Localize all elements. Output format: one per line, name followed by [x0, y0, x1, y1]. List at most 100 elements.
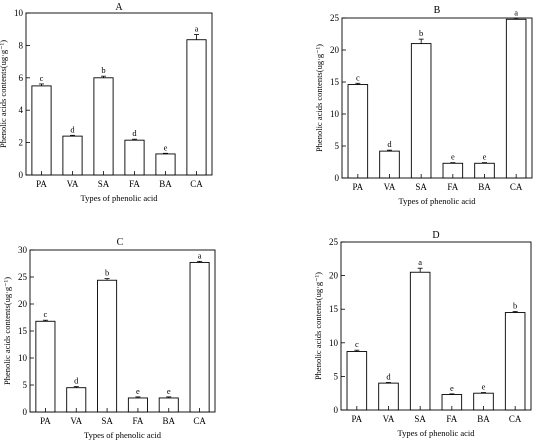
significance-label: a [195, 24, 199, 34]
y-tick-label: 25 [329, 237, 339, 247]
significance-label: d [74, 376, 79, 386]
x-tick-label: PA [40, 416, 51, 426]
bar-sa [93, 77, 114, 176]
x-tick-label: PA [36, 179, 47, 189]
y-tick-label: 15 [329, 304, 339, 314]
plot-frame [25, 12, 213, 176]
chart-panel-c: C 0 5 10 15 20 25 30 c PA d VA b SA e FA e BA a CA Types of … [2, 237, 216, 440]
x-tick-label: BA [478, 182, 491, 192]
x-tick-label: CA [510, 182, 523, 192]
x-axis-title: Types of phenolic acid [398, 196, 476, 206]
y-tick-label: 10 [330, 109, 340, 119]
x-tick-label: FA [447, 182, 458, 192]
x-tick-label: SA [414, 414, 426, 424]
y-tick-label: 25 [330, 13, 340, 23]
y-tick-label: 15 [18, 326, 28, 336]
x-tick-label: SA [415, 182, 427, 192]
y-tick-label: 5 [334, 371, 339, 381]
y-tick-label: 0 [335, 173, 340, 183]
x-tick-label: PA [352, 182, 363, 192]
x-axis-title: Types of phenolic acid [84, 430, 162, 440]
panel-title: C [117, 237, 124, 248]
bar-sa [97, 279, 118, 413]
significance-label: a [198, 250, 202, 260]
chart-panel-b: B 0 5 10 15 20 25 c PA d VA b SA e FA e BA a CA Types of ph… [314, 5, 533, 206]
plot-frame [341, 17, 533, 179]
significance-label: e [167, 386, 171, 396]
significance-label: e [450, 383, 454, 393]
bar-sa [410, 43, 432, 179]
y-axis-title: Phenolic acids contents(ug·g⁻¹) [2, 277, 12, 385]
significance-label: b [105, 268, 109, 278]
y-tick-label: 10 [329, 338, 339, 348]
significance-label: c [355, 339, 359, 349]
x-tick-label: SA [101, 416, 113, 426]
y-tick-label: 4 [19, 105, 24, 115]
y-tick-label: 20 [330, 45, 340, 55]
significance-label: c [40, 73, 44, 83]
significance-label: a [418, 257, 422, 267]
x-tick-label: PA [351, 414, 362, 424]
x-tick-label: BA [159, 179, 172, 189]
bar-ca [504, 312, 526, 411]
plot-frame [340, 241, 532, 411]
x-tick-label: FA [129, 179, 140, 189]
bar-fa [124, 139, 145, 176]
x-tick-label: FA [446, 414, 457, 424]
y-tick-label: 5 [335, 141, 340, 151]
bar-va [62, 135, 83, 176]
x-tick-label: SA [98, 179, 110, 189]
significance-label: d [70, 124, 75, 134]
x-tick-label: FA [132, 416, 143, 426]
y-tick-label: 30 [18, 245, 28, 255]
panel-title: B [434, 5, 441, 16]
y-axis-title: Phenolic acids contents(ug·g⁻¹) [314, 44, 324, 152]
y-tick-label: 6 [19, 73, 24, 83]
bar-sa [409, 271, 431, 411]
significance-label: e [482, 382, 486, 392]
x-axis-title: Types of phenolic acid [80, 193, 158, 203]
bar-ca [505, 18, 527, 179]
x-axis-title: Types of phenolic acid [397, 428, 475, 438]
plot-frame [29, 249, 216, 413]
x-tick-label: CA [190, 179, 203, 189]
bar-ca [186, 39, 207, 176]
x-tick-label: VA [70, 416, 82, 426]
bar-pa [347, 84, 369, 179]
x-tick-label: CA [193, 416, 206, 426]
bar-ca [189, 261, 210, 413]
y-tick-label: 5 [23, 380, 28, 390]
y-tick-label: 25 [18, 272, 28, 282]
bar-pa [35, 320, 56, 413]
x-tick-label: BA [477, 414, 490, 424]
y-tick-label: 20 [329, 271, 339, 281]
x-tick-label: VA [67, 179, 79, 189]
significance-label: e [164, 142, 168, 152]
y-tick-label: 10 [18, 353, 28, 363]
y-tick-label: 8 [19, 40, 24, 50]
y-tick-label: 2 [19, 138, 24, 148]
significance-label: e [483, 152, 487, 162]
chart-panel-d: D 0 5 10 15 20 25 c PA d VA a SA e FA e BA b CA Types of ph… [313, 230, 532, 438]
x-tick-label: VA [383, 414, 395, 424]
y-tick-label: 15 [330, 77, 340, 87]
significance-label: e [451, 152, 455, 162]
panel-title: D [432, 230, 439, 241]
bar-va [379, 150, 400, 179]
significance-label: e [136, 386, 140, 396]
significance-label: b [419, 28, 423, 38]
x-tick-label: CA [509, 414, 522, 424]
y-axis-title: Phenolic acids contents(ug·g⁻¹) [0, 40, 8, 148]
significance-label: c [44, 309, 48, 319]
x-tick-label: VA [384, 182, 396, 192]
bar-pa [346, 351, 368, 411]
significance-label: c [356, 72, 360, 82]
significance-label: a [514, 7, 518, 17]
panel-title: A [115, 2, 123, 13]
significance-label: d [387, 139, 392, 149]
significance-label: d [132, 128, 137, 138]
bar-pa [31, 85, 52, 176]
y-tick-label: 20 [18, 299, 28, 309]
chart-panel-a: A 0 2 4 6 8 10 c PA d VA b SA d FA e BA a CA Types of pheno… [0, 2, 213, 203]
